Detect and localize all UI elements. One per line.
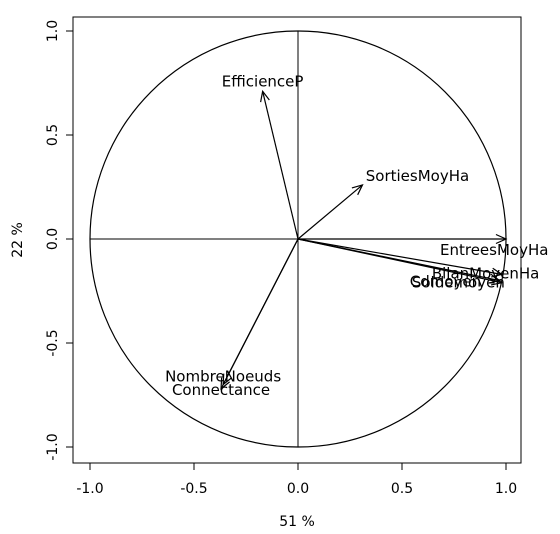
y-tick-label: 1.0 <box>45 20 61 42</box>
x-tick-label: 0.5 <box>391 481 413 497</box>
x-tick-label: -0.5 <box>180 481 207 497</box>
y-tick-label: 0.0 <box>45 228 61 250</box>
variable-label: EntreesMoyHa <box>440 241 548 259</box>
plot-frame <box>72 16 522 464</box>
loading-arrow <box>297 184 363 240</box>
x-axis-title: 51 % <box>279 514 315 530</box>
loading-arrow <box>220 238 299 390</box>
x-tick-label: 1.0 <box>495 481 517 497</box>
loading-arrow <box>262 91 299 240</box>
loading-arrow <box>297 238 502 275</box>
variable-label: Soldemoyen <box>412 274 505 292</box>
x-tick-label: -1.0 <box>76 481 103 497</box>
y-tick-label: 0.5 <box>45 124 61 146</box>
variable-label: Connectance <box>172 381 270 399</box>
variable-label: BilanMoyenHa <box>432 264 540 282</box>
y-axis-title: 22 % <box>10 222 26 258</box>
variable-label: Cdmoyen <box>410 273 481 291</box>
variable-label: NombreNoeuds <box>165 368 281 386</box>
variable-labels-layer: EfficienceP SortiesMoyHa EntreesMoyHa Bilan… <box>165 72 548 398</box>
arrow-head <box>495 233 508 245</box>
y-axis: -1.0 -0.5 0.0 0.5 1.0 <box>45 20 73 461</box>
x-tick-label: 0.0 <box>287 481 309 497</box>
loading-arrow <box>297 238 502 284</box>
arrows-layer <box>220 89 508 391</box>
x-axis: -1.0 -0.5 0.0 0.5 1.0 <box>76 463 517 497</box>
arrow-head <box>490 275 504 286</box>
y-tick-label: -1.0 <box>45 433 61 460</box>
y-tick-label: -0.5 <box>45 329 61 356</box>
arrow-head <box>260 89 270 103</box>
arrow-head <box>220 377 230 391</box>
arrow-head <box>491 267 504 278</box>
variable-label: SortiesMoyHa <box>366 167 469 185</box>
arrow-head <box>351 183 364 196</box>
variable-label: EfficienceP <box>222 72 304 90</box>
